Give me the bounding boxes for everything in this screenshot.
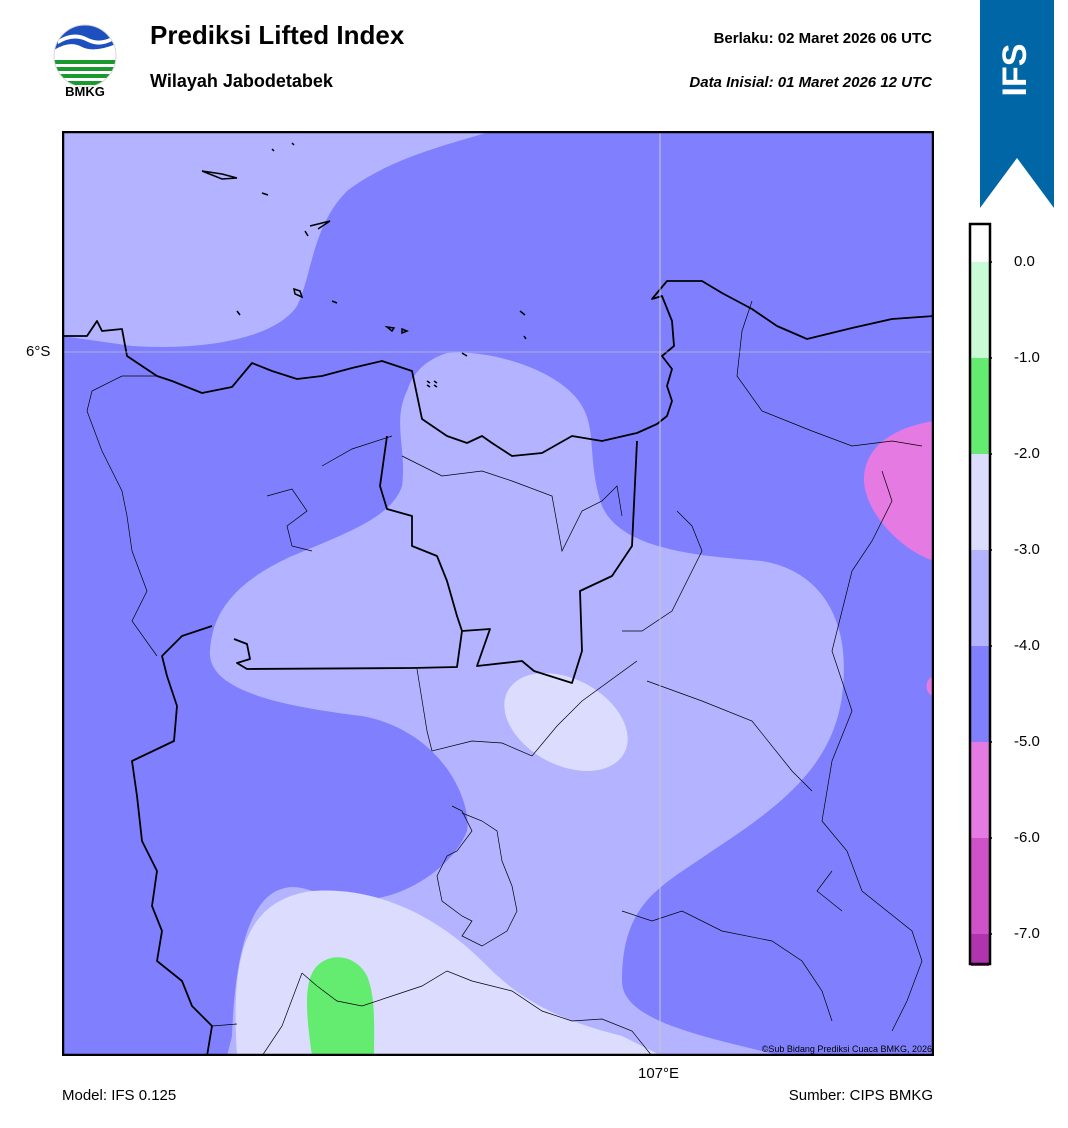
colorbar-tick-label: -2.0 bbox=[1014, 445, 1040, 462]
colorbar-tick-label: -6.0 bbox=[1014, 829, 1040, 846]
colorbar-segment bbox=[971, 838, 989, 934]
colorbar-segment bbox=[971, 358, 989, 454]
valid-time-label: Berlaku: 02 Maret 2026 06 UTC bbox=[713, 30, 932, 47]
colorbar-tick-label: -4.0 bbox=[1014, 637, 1040, 654]
colorbar bbox=[968, 222, 992, 966]
source-label: Sumber: CIPS BMKG bbox=[788, 1087, 933, 1104]
colorbar-tick-label: -7.0 bbox=[1014, 925, 1040, 942]
ifs-badge bbox=[980, 0, 1054, 208]
colorbar-segment bbox=[971, 934, 989, 966]
colorbar-segment bbox=[971, 646, 989, 742]
page-title: Prediksi Lifted Index bbox=[150, 20, 405, 50]
ifs-badge-label: IFS bbox=[996, 44, 1034, 97]
contour-level-minus5-6-east bbox=[863, 421, 934, 561]
map-copyright: ©Sub Bidang Prediksi Cuaca BMKG, 2026 bbox=[762, 1044, 932, 1054]
model-label: Model: IFS 0.125 bbox=[62, 1087, 177, 1104]
colorbar-segment bbox=[971, 226, 989, 262]
ifs-badge-text: IFS bbox=[996, 44, 1034, 97]
colorbar-segment bbox=[971, 262, 989, 358]
init-time-label: Data Inisial: 01 Maret 2026 12 UTC bbox=[689, 74, 932, 91]
page-subtitle: Wilayah Jabodetabek bbox=[150, 71, 333, 91]
contour-level-minus2-3-center bbox=[504, 672, 628, 772]
contour-level-minus1-2 bbox=[307, 957, 375, 1056]
map-frame bbox=[62, 131, 934, 1056]
lat-tick-label: 6°S bbox=[26, 343, 51, 360]
logo-text: BMKG bbox=[65, 84, 105, 99]
coastline bbox=[62, 280, 934, 457]
colorbar-tick-label: -3.0 bbox=[1014, 541, 1040, 558]
lifted-index-map: ©Sub Bidang Prediksi Cuaca BMKG, 2026 bbox=[62, 131, 934, 1056]
lon-tick-label: 107°E bbox=[638, 1065, 680, 1082]
colorbar-tick-label: 0.0 bbox=[1014, 253, 1035, 270]
colorbar-segment bbox=[971, 550, 989, 646]
colorbar-segment bbox=[971, 454, 989, 550]
colorbar-tick-label: -1.0 bbox=[1014, 349, 1040, 366]
colorbar-tick-label: -5.0 bbox=[1014, 733, 1040, 750]
jabodetabek-boundary bbox=[131, 435, 638, 1056]
bmkg-logo-icon bbox=[53, 24, 117, 88]
contour-level-minus3-4-north bbox=[62, 131, 492, 347]
colorbar-frame bbox=[968, 222, 992, 966]
district-boundaries bbox=[86, 300, 923, 1056]
colorbar-segment bbox=[971, 742, 989, 838]
islands bbox=[201, 142, 527, 388]
